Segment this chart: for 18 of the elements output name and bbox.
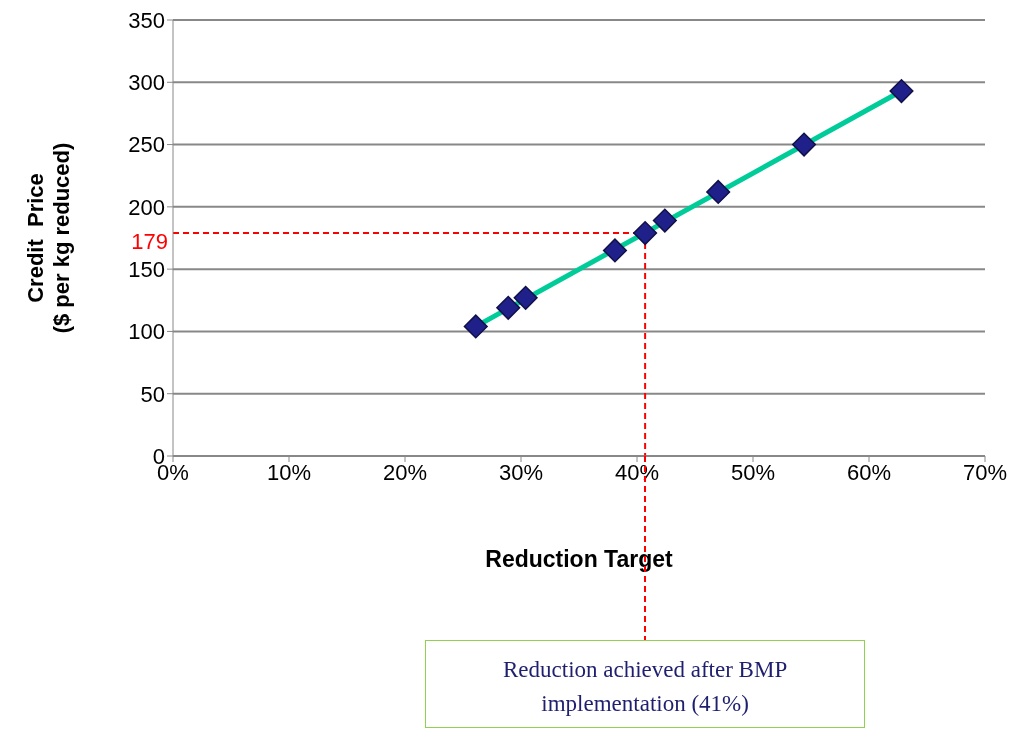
x-tick-label: 40% bbox=[614, 459, 660, 485]
x-tick-label: 70% bbox=[962, 459, 1008, 485]
y-tick-label: 200 bbox=[128, 194, 165, 220]
x-tick-label: 10% bbox=[266, 459, 312, 485]
y-tick-label: 350 bbox=[128, 7, 165, 33]
y-tick-label: 250 bbox=[128, 132, 165, 158]
x-tick-label: 20% bbox=[382, 459, 428, 485]
y-tick-label: 100 bbox=[128, 319, 165, 345]
y-axis-title: Credit Price ($ per kg reduced) bbox=[23, 142, 74, 334]
x-tick-label: 30% bbox=[498, 459, 544, 485]
x-tick-label: 50% bbox=[730, 459, 776, 485]
y-tick-label: 150 bbox=[128, 256, 165, 282]
x-tick-label: 60% bbox=[846, 459, 892, 485]
y-tick-label: 300 bbox=[128, 70, 165, 96]
ref-line-label: 179 bbox=[131, 228, 168, 254]
y-tick-label: 50 bbox=[140, 381, 165, 407]
text: Reduction achieved after BMP implementation (41%) bbox=[425, 640, 866, 728]
x-axis-title: Reduction Target bbox=[484, 546, 674, 573]
